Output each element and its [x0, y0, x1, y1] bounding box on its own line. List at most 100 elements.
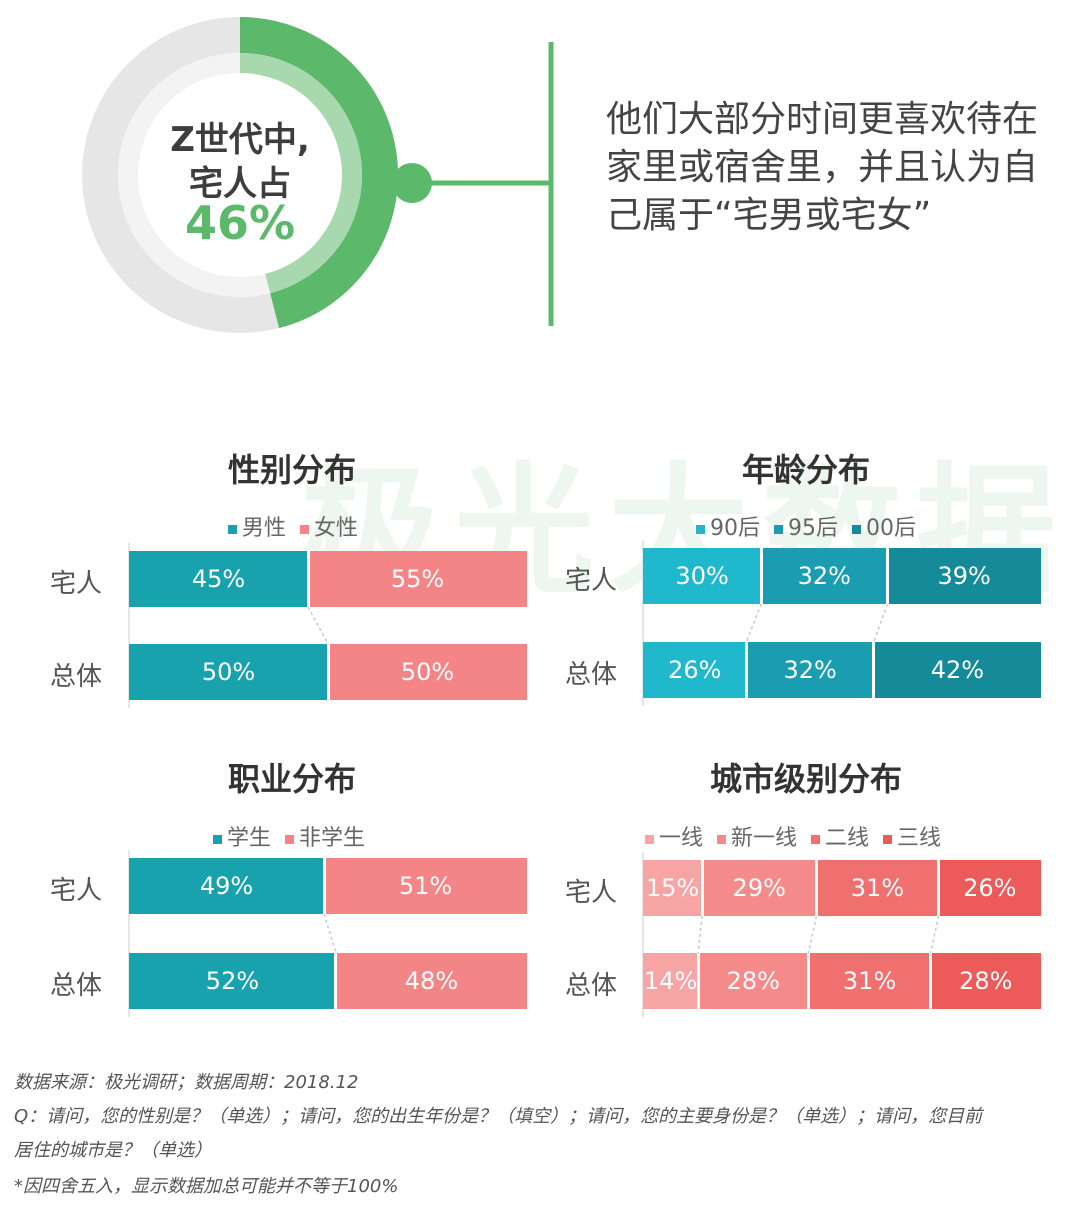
connector-knob: [392, 163, 432, 203]
legend-label: 二线: [825, 826, 870, 851]
chart-title: 职业分布: [227, 760, 356, 798]
chart-axis-line: [128, 543, 130, 708]
legend-item: 二线: [811, 820, 869, 852]
bar-separator: [334, 953, 338, 1009]
legend-swatch-icon: [285, 834, 295, 844]
legend-label: 非学生: [299, 826, 366, 851]
bar-segment: 31%: [808, 953, 931, 1009]
bar-separator: [306, 551, 310, 607]
dashed-connector: [323, 913, 337, 954]
legend-label: 女性: [314, 516, 359, 541]
bar-separator: [872, 642, 876, 698]
bar-segment: 30%: [643, 548, 762, 604]
bar-segment: 32%: [761, 548, 888, 604]
bar-separator: [929, 953, 933, 1009]
bar-separator: [326, 644, 330, 700]
legend-swatch-icon: [696, 524, 705, 534]
footnote-question-1: Q：请问，您的性别是？（单选）；请问，您的出生年份是？（填空）；请问，您的主要身…: [14, 1106, 983, 1127]
legend-swatch-icon: [852, 524, 861, 534]
donut-outer-arc: [82, 17, 398, 333]
legend-item: 一线: [645, 820, 703, 852]
bar-segment: 31%: [816, 860, 939, 916]
bar-separator: [322, 858, 326, 914]
bar-separator: [696, 953, 700, 1009]
bar-segment: 50%: [328, 644, 527, 700]
donut-label-line1: Z世代中,: [170, 120, 310, 160]
row-label: 宅人: [565, 878, 618, 908]
footnote-question-2: 居住的城市是？（单选）: [14, 1140, 212, 1161]
legend-item: 90后: [696, 510, 760, 542]
bar-segment: 50%: [129, 644, 328, 700]
donut-chart: [82, 17, 554, 333]
legend-swatch-icon: [717, 834, 727, 844]
legend-item: 三线: [883, 820, 941, 852]
bar-separator: [759, 548, 763, 604]
legend-item: 女性: [300, 510, 358, 542]
bar-segment: 26%: [938, 860, 1041, 916]
chart-legend: 学生 非学生: [213, 820, 379, 852]
bar-segment: 29%: [702, 860, 817, 916]
legend-swatch-icon: [774, 524, 783, 534]
donut-inner-arc: [118, 53, 362, 297]
legend-item: 新一线: [717, 820, 797, 852]
legend-label: 95后: [788, 516, 838, 541]
bar-segment: 14%: [643, 953, 699, 1009]
bar-segment: 45%: [129, 551, 309, 607]
legend-label: 90后: [710, 516, 760, 541]
legend-label: 学生: [227, 826, 272, 851]
bar-segment: 28%: [698, 953, 809, 1009]
legend-item: 男性: [228, 510, 286, 542]
legend-swatch-icon: [645, 834, 654, 844]
chart-axis-line: [642, 540, 644, 706]
legend-swatch-icon: [811, 834, 821, 844]
donut-label-line2: 宅人占: [189, 164, 291, 204]
bar-separator: [744, 642, 748, 698]
bar-segment: 15%: [643, 860, 703, 916]
legend-label: 00后: [866, 516, 916, 541]
chart-legend: 男性 女性: [228, 510, 372, 542]
bar-segment: 39%: [887, 548, 1041, 604]
bar-separator: [700, 860, 704, 916]
legend-item: 非学生: [285, 820, 365, 852]
bar-segment: 48%: [335, 953, 527, 1009]
bar-segment: 32%: [746, 642, 874, 698]
row-label: 宅人: [50, 876, 103, 906]
chart-legend: 90后 95后 00后: [696, 510, 930, 542]
bar-segment: 28%: [930, 953, 1041, 1009]
footnote-rounding: *因四舍五入，显示数据加总可能并不等于100%: [14, 1176, 399, 1197]
bar-separator: [937, 860, 941, 916]
legend-swatch-icon: [228, 524, 237, 534]
bar-separator: [885, 548, 889, 604]
bar-separator: [807, 953, 810, 1009]
bar-segment: 49%: [129, 858, 325, 914]
legend-swatch-icon: [300, 524, 310, 534]
bar-segment: 52%: [129, 953, 336, 1009]
bar-segment: 42%: [873, 642, 1041, 698]
legend-item: 95后: [774, 510, 838, 542]
legend-item: 00后: [852, 510, 916, 542]
legend-label: 一线: [659, 826, 704, 851]
row-label: 总体: [50, 662, 103, 692]
footnote-source: 数据来源：极光调研；数据周期：2018.12: [14, 1072, 359, 1093]
bar-segment: 51%: [324, 858, 527, 914]
dashed-connector: [697, 915, 703, 954]
legend-item: 学生: [213, 820, 271, 852]
bar-separator: [814, 860, 818, 916]
row-label: 总体: [50, 971, 103, 1001]
legend-swatch-icon: [883, 834, 893, 844]
legend-label: 三线: [897, 826, 942, 851]
bar-segment: 55%: [308, 551, 527, 607]
dashed-connector: [807, 915, 818, 954]
dashed-connector: [929, 915, 940, 954]
chart-axis-line: [642, 852, 644, 1017]
chart-axis-line: [128, 850, 130, 1017]
row-label: 宅人: [50, 569, 103, 599]
bar-segment: 26%: [643, 642, 747, 698]
row-label: 宅人: [565, 566, 618, 596]
legend-label: 男性: [242, 516, 287, 541]
donut-value-label: 46%: [184, 196, 296, 250]
chart-title: 性别分布: [227, 451, 356, 489]
donut-center: [140, 75, 340, 275]
row-label: 总体: [565, 971, 618, 1001]
